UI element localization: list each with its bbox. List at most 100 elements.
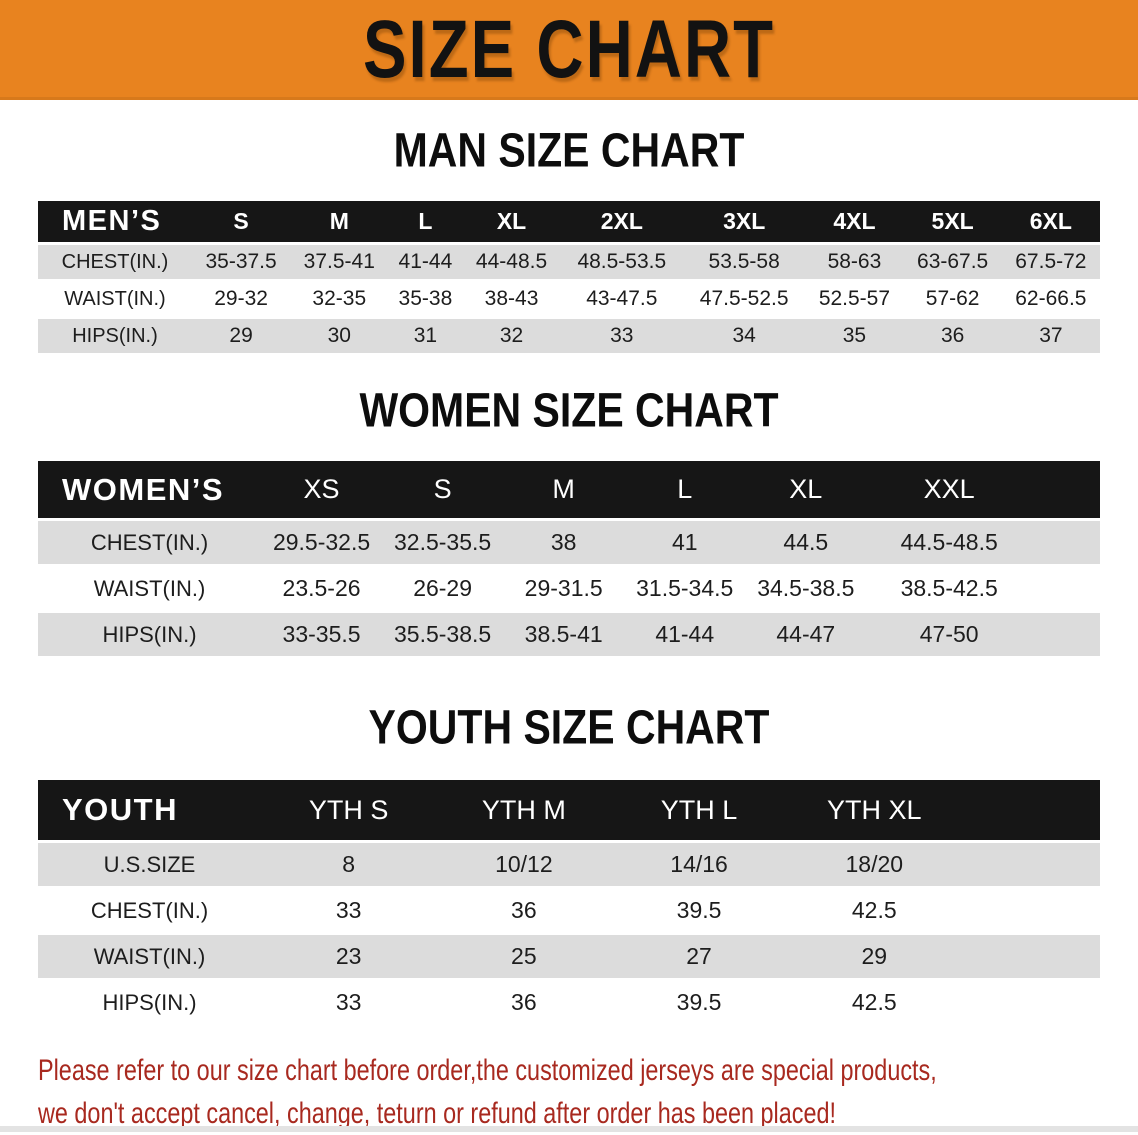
section-men: MAN SIZE CHART MEN’S S M L XL 2XL 3XL 4XL 5XL 6XL… bbox=[0, 123, 1138, 356]
value-cell: 38.5-41 bbox=[503, 613, 625, 656]
value-cell: 33 bbox=[261, 889, 437, 932]
value-cell: 35-38 bbox=[388, 282, 463, 316]
value-cell: 23.5-26 bbox=[261, 567, 383, 610]
table-row: HIPS(IN.) 33 36 39.5 42.5 bbox=[38, 981, 1100, 1024]
table-row: WAIST(IN.) 23 25 27 29 bbox=[38, 935, 1100, 978]
value-cell: 25 bbox=[436, 935, 612, 978]
row-label-cell: CHEST(IN.) bbox=[38, 889, 262, 932]
spacer-cell bbox=[961, 935, 1100, 978]
size-header-cell: S bbox=[382, 461, 504, 518]
table-title-cell: YOUTH bbox=[38, 780, 262, 840]
size-header-cell: YTH XL bbox=[786, 780, 962, 840]
value-cell: 36 bbox=[903, 319, 1002, 353]
size-header-cell: 2XL bbox=[560, 201, 683, 242]
row-label-cell: WAIST(IN.) bbox=[38, 282, 192, 316]
men-size-table: MEN’S S M L XL 2XL 3XL 4XL 5XL 6XL CHEST(IN.) 35-37… bbox=[38, 198, 1100, 356]
value-cell: 27 bbox=[611, 935, 787, 978]
value-cell: 47.5-52.5 bbox=[682, 282, 806, 316]
value-cell: 63-67.5 bbox=[903, 245, 1002, 279]
size-header-cell: XL bbox=[462, 201, 561, 242]
table-row: CHEST(IN.) 29.5-32.5 32.5-35.5 38 41 44.5 44.5… bbox=[38, 521, 1100, 564]
size-header-cell: XL bbox=[745, 461, 867, 518]
size-header-cell: 3XL bbox=[682, 201, 806, 242]
value-cell: 67.5-72 bbox=[1001, 245, 1100, 279]
value-cell: 29 bbox=[786, 935, 962, 978]
value-cell: 32.5-35.5 bbox=[382, 521, 504, 564]
value-cell: 18/20 bbox=[786, 843, 962, 886]
value-cell: 42.5 bbox=[786, 981, 962, 1024]
value-cell: 23 bbox=[261, 935, 437, 978]
spacer-cell bbox=[1032, 461, 1100, 518]
value-cell: 38-43 bbox=[462, 282, 561, 316]
value-cell: 35 bbox=[805, 319, 904, 353]
value-cell: 57-62 bbox=[903, 282, 1002, 316]
table-row: WAIST(IN.) 23.5-26 26-29 29-31.5 31.5-34.5 34… bbox=[38, 567, 1100, 610]
section-youth: YOUTH SIZE CHART YOUTH YTH S YTH M YTH L YTH… bbox=[0, 700, 1138, 1027]
size-header-cell: 5XL bbox=[903, 201, 1002, 242]
table-title-cell: WOMEN’S bbox=[38, 461, 262, 518]
spacer-cell bbox=[961, 843, 1100, 886]
row-label-cell: CHEST(IN.) bbox=[38, 521, 262, 564]
value-cell: 14/16 bbox=[611, 843, 787, 886]
women-size-table: WOMEN’S XS S M L XL XXL CHEST(IN.) 29.5-32.5 32.5… bbox=[38, 458, 1100, 659]
value-cell: 44-47 bbox=[745, 613, 867, 656]
size-header-cell: YTH M bbox=[436, 780, 612, 840]
value-cell: 33-35.5 bbox=[261, 613, 383, 656]
value-cell: 41 bbox=[624, 521, 746, 564]
value-cell: 43-47.5 bbox=[560, 282, 683, 316]
row-label-cell: WAIST(IN.) bbox=[38, 935, 262, 978]
spacer-cell bbox=[961, 981, 1100, 1024]
value-cell: 34 bbox=[682, 319, 806, 353]
spacer-cell bbox=[961, 889, 1100, 932]
value-cell: 36 bbox=[436, 889, 612, 932]
value-cell: 35-37.5 bbox=[191, 245, 291, 279]
value-cell: 37 bbox=[1001, 319, 1100, 353]
value-cell: 32-35 bbox=[290, 282, 389, 316]
size-header-cell: XS bbox=[261, 461, 383, 518]
value-cell: 33 bbox=[261, 981, 437, 1024]
size-header-cell: M bbox=[503, 461, 625, 518]
disclaimer-line-1: Please refer to our size chart before or… bbox=[38, 1054, 937, 1087]
value-cell: 26-29 bbox=[382, 567, 504, 610]
size-header-cell: M bbox=[290, 201, 389, 242]
spacer-cell bbox=[961, 780, 1100, 840]
spacer-cell bbox=[1032, 521, 1100, 564]
spacer-cell bbox=[1032, 613, 1100, 656]
youth-section-heading: YOUTH SIZE CHART bbox=[368, 699, 770, 755]
value-cell: 52.5-57 bbox=[805, 282, 904, 316]
spacer-cell bbox=[1032, 567, 1100, 610]
value-cell: 38 bbox=[503, 521, 625, 564]
row-label-cell: CHEST(IN.) bbox=[38, 245, 192, 279]
value-cell: 58-63 bbox=[805, 245, 904, 279]
value-cell: 30 bbox=[290, 319, 389, 353]
value-cell: 35.5-38.5 bbox=[382, 613, 504, 656]
row-label-cell: WAIST(IN.) bbox=[38, 567, 262, 610]
size-header-cell: 6XL bbox=[1001, 201, 1100, 242]
size-header-cell: XXL bbox=[866, 461, 1032, 518]
table-row: CHEST(IN.) 33 36 39.5 42.5 bbox=[38, 889, 1100, 932]
value-cell: 47-50 bbox=[866, 613, 1032, 656]
size-header-cell: 4XL bbox=[805, 201, 904, 242]
bottom-strip bbox=[0, 1126, 1138, 1132]
value-cell: 31.5-34.5 bbox=[624, 567, 746, 610]
size-header-cell: S bbox=[191, 201, 291, 242]
table-row: HIPS(IN.) 29 30 31 32 33 34 35 36 37 bbox=[38, 319, 1100, 353]
table-row: U.S.SIZE 8 10/12 14/16 18/20 bbox=[38, 843, 1100, 886]
value-cell: 38.5-42.5 bbox=[866, 567, 1032, 610]
disclaimer: Please refer to our size chart before or… bbox=[38, 1049, 1130, 1135]
table-title-cell: MEN’S bbox=[38, 201, 192, 242]
men-section-heading: MAN SIZE CHART bbox=[393, 122, 745, 178]
value-cell: 53.5-58 bbox=[682, 245, 806, 279]
size-header-cell: YTH L bbox=[611, 780, 787, 840]
value-cell: 34.5-38.5 bbox=[745, 567, 867, 610]
value-cell: 42.5 bbox=[786, 889, 962, 932]
value-cell: 32 bbox=[462, 319, 561, 353]
table-row: HIPS(IN.) 33-35.5 35.5-38.5 38.5-41 41-44 44-… bbox=[38, 613, 1100, 656]
value-cell: 29 bbox=[191, 319, 291, 353]
banner: SIZE CHART bbox=[0, 0, 1138, 100]
youth-size-table: YOUTH YTH S YTH M YTH L YTH XL U.S.SIZE 8 10/12… bbox=[38, 777, 1100, 1027]
section-women: WOMEN SIZE CHART WOMEN’S XS S M L XL XXL CHEST(… bbox=[0, 383, 1138, 659]
value-cell: 41-44 bbox=[388, 245, 463, 279]
page-title: SIZE CHART bbox=[362, 2, 776, 95]
